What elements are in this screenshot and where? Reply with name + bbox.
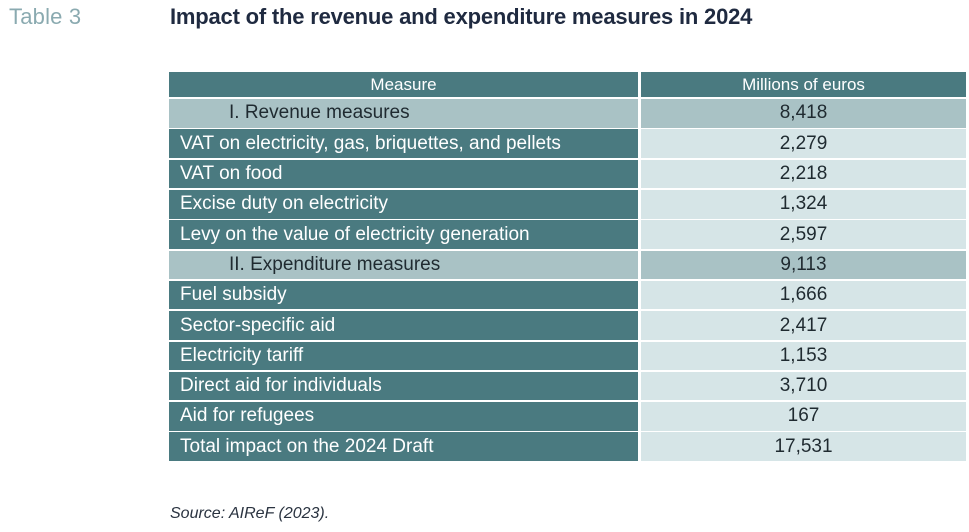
data-table: Measure Millions of euros I. Revenue mea… (169, 72, 966, 463)
value-cell: 1,153 (641, 341, 966, 371)
measure-cell: II. Expenditure measures (169, 250, 638, 280)
column-header-value: Millions of euros (641, 72, 966, 97)
table-row: Electricity tariff 1,153 (169, 341, 966, 371)
table-header-row: Measure Millions of euros (169, 72, 966, 97)
value-cell: 8,418 (641, 99, 966, 128)
source-note: Source: AIReF (2023). (170, 505, 330, 522)
table-label: Table 3 (9, 4, 82, 29)
value-cell: 3,710 (641, 371, 966, 401)
table-row: Aid for refugees 167 (169, 402, 966, 431)
value-cell: 2,417 (641, 311, 966, 340)
value-cell: 1,666 (641, 280, 966, 310)
measure-cell: Total impact on the 2024 Draft (169, 432, 638, 461)
measure-cell: Levy on the value of electricity generat… (169, 220, 638, 249)
measure-cell: Sector-specific aid (169, 311, 638, 340)
table-row: VAT on food 2,218 (169, 159, 966, 189)
measure-cell: Direct aid for individuals (169, 371, 638, 401)
table-row: Fuel subsidy 1,666 (169, 280, 966, 310)
value-cell: 167 (641, 402, 966, 431)
measure-cell: Aid for refugees (169, 402, 638, 431)
column-header-measure: Measure (169, 72, 638, 97)
table-section-row: II. Expenditure measures 9,113 (169, 250, 966, 280)
value-cell: 9,113 (641, 250, 966, 280)
measure-cell: Electricity tariff (169, 341, 638, 371)
table-row: Total impact on the 2024 Draft 17,531 (169, 432, 966, 461)
value-cell: 17,531 (641, 432, 966, 461)
table-row: Direct aid for individuals 3,710 (169, 371, 966, 401)
table-body: I. Revenue measures 8,418 VAT on electrici… (169, 99, 966, 461)
value-cell: 2,279 (641, 129, 966, 158)
value-cell: 2,597 (641, 220, 966, 249)
measure-cell: Excise duty on electricity (169, 190, 638, 219)
table-row: VAT on electricity, gas, briquettes, and… (169, 129, 966, 158)
table-row: Excise duty on electricity 1,324 (169, 190, 966, 219)
table-section-row: I. Revenue measures 8,418 (169, 99, 966, 128)
measure-cell: VAT on electricity, gas, briquettes, and… (169, 129, 638, 158)
value-cell: 2,218 (641, 159, 966, 189)
measure-cell: Fuel subsidy (169, 280, 638, 310)
page-title: Impact of the revenue and expenditure me… (170, 4, 753, 29)
measure-cell: VAT on food (169, 159, 638, 189)
table-row: Sector-specific aid 2,417 (169, 311, 966, 340)
table-row: Levy on the value of electricity generat… (169, 220, 966, 249)
measure-cell: I. Revenue measures (169, 99, 638, 128)
value-cell: 1,324 (641, 190, 966, 219)
